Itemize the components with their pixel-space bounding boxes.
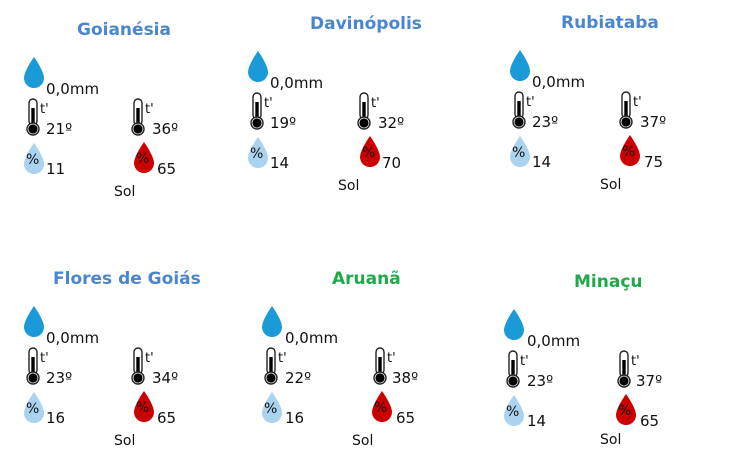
city-name: Rubiataba bbox=[561, 13, 659, 33]
temp-max-value: 37º bbox=[636, 372, 663, 390]
humidity-label: % bbox=[136, 400, 150, 416]
rain-value: 0,0mm bbox=[285, 329, 339, 347]
thermometer-hot-icon bbox=[356, 92, 372, 130]
thermo-label: t' bbox=[633, 95, 642, 110]
humidity-max-value: 70 bbox=[382, 154, 402, 172]
humidity-min-value: 11 bbox=[46, 160, 66, 178]
rain-value: 0,0mm bbox=[270, 74, 324, 92]
city-name: Goianésia bbox=[77, 20, 171, 40]
humidity-max-value: 75 bbox=[644, 153, 664, 171]
rain-value: 0,0mm bbox=[46, 80, 100, 98]
rain-value: 0,0mm bbox=[527, 332, 581, 350]
city-name: Flores de Goiás bbox=[53, 269, 201, 289]
thermo-label: t' bbox=[40, 351, 49, 366]
temp-min-value: 23º bbox=[532, 113, 559, 131]
humidity-min-value: 16 bbox=[46, 409, 66, 427]
rain-drop-icon bbox=[260, 305, 284, 339]
thermometer-cold-icon bbox=[25, 98, 41, 136]
thermo-label: t' bbox=[371, 96, 380, 111]
city-card-goianesia: Goianésia 0,0mm t' 21º t' 36º % 11 % 65 … bbox=[0, 0, 230, 200]
thermo-label: t' bbox=[278, 351, 287, 366]
humidity-min-value: 16 bbox=[285, 409, 305, 427]
thermometer-hot-icon bbox=[130, 98, 146, 136]
temp-max-value: 32º bbox=[378, 114, 405, 132]
humidity-label: % bbox=[250, 146, 264, 162]
rain-drop-icon bbox=[246, 50, 270, 84]
humidity-label: % bbox=[26, 401, 40, 417]
temp-min-value: 23º bbox=[46, 369, 73, 387]
city-name: Davinópolis bbox=[310, 14, 422, 34]
humidity-label: % bbox=[512, 145, 526, 161]
condition-label: Sol bbox=[600, 432, 622, 448]
thermometer-cold-icon bbox=[249, 92, 265, 130]
humidity-max-value: 65 bbox=[157, 160, 177, 178]
humidity-min-value: 14 bbox=[532, 153, 552, 171]
thermometer-cold-icon bbox=[505, 350, 521, 388]
condition-label: Sol bbox=[338, 178, 360, 194]
condition-label: Sol bbox=[114, 433, 136, 449]
city-card-rubiataba: Rubiataba 0,0mm t' 23º t' 37º % 14 % 75 … bbox=[488, 0, 718, 193]
humidity-label: % bbox=[136, 151, 150, 167]
thermometer-cold-icon bbox=[25, 347, 41, 385]
humidity-label: % bbox=[622, 144, 636, 160]
rain-drop-icon bbox=[22, 56, 46, 90]
city-name: Aruanã bbox=[332, 269, 401, 289]
city-name: Minaçu bbox=[574, 272, 643, 292]
city-card-aruana: Aruanã 0,0mm t' 22º t' 38º % 16 % 65 Sol bbox=[240, 249, 470, 449]
humidity-label: % bbox=[362, 145, 376, 161]
humidity-max-value: 65 bbox=[640, 412, 660, 430]
humidity-min-value: 14 bbox=[270, 154, 290, 172]
temp-max-value: 37º bbox=[640, 113, 667, 131]
thermo-label: t' bbox=[631, 354, 640, 369]
rain-value: 0,0mm bbox=[532, 73, 586, 91]
temp-min-value: 22º bbox=[285, 369, 312, 387]
city-card-flores-de-goias: Flores de Goiás 0,0mm t' 23º t' 34º % 16… bbox=[0, 249, 230, 449]
humidity-label: % bbox=[26, 152, 40, 168]
temp-max-value: 34º bbox=[152, 369, 179, 387]
condition-label: Sol bbox=[352, 433, 374, 449]
city-card-davinopolis: Davinópolis 0,0mm t' 19º t' 32º % 14 % 7… bbox=[224, 0, 454, 194]
thermometer-hot-icon bbox=[616, 350, 632, 388]
humidity-label: % bbox=[506, 404, 520, 420]
rain-drop-icon bbox=[502, 308, 526, 342]
humidity-max-value: 65 bbox=[396, 409, 416, 427]
temp-min-value: 21º bbox=[46, 120, 73, 138]
thermo-label: t' bbox=[40, 102, 49, 117]
thermometer-cold-icon bbox=[263, 347, 279, 385]
thermometer-hot-icon bbox=[130, 347, 146, 385]
thermo-label: t' bbox=[526, 95, 535, 110]
city-card-minacu: Minaçu 0,0mm t' 23º t' 37º % 14 % 65 Sol bbox=[482, 252, 712, 452]
humidity-label: % bbox=[264, 401, 278, 417]
rain-drop-icon bbox=[22, 305, 46, 339]
humidity-label: % bbox=[374, 400, 388, 416]
thermo-label: t' bbox=[145, 102, 154, 117]
thermo-label: t' bbox=[264, 96, 273, 111]
temp-max-value: 38º bbox=[392, 369, 419, 387]
thermo-label: t' bbox=[387, 351, 396, 366]
humidity-min-value: 14 bbox=[527, 412, 547, 430]
temp-max-value: 36º bbox=[152, 120, 179, 138]
humidity-label: % bbox=[618, 403, 632, 419]
temp-min-value: 23º bbox=[527, 372, 554, 390]
rain-value: 0,0mm bbox=[46, 329, 100, 347]
thermo-label: t' bbox=[145, 351, 154, 366]
temp-min-value: 19º bbox=[270, 114, 297, 132]
thermometer-hot-icon bbox=[372, 347, 388, 385]
condition-label: Sol bbox=[114, 184, 136, 200]
rain-drop-icon bbox=[508, 49, 532, 83]
humidity-max-value: 65 bbox=[157, 409, 177, 427]
thermo-label: t' bbox=[520, 354, 529, 369]
thermometer-hot-icon bbox=[618, 91, 634, 129]
condition-label: Sol bbox=[600, 177, 622, 193]
thermometer-cold-icon bbox=[511, 91, 527, 129]
